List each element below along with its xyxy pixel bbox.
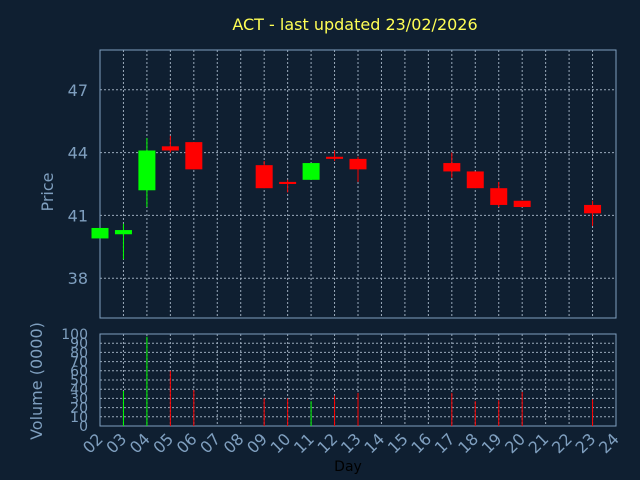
volume-tick-label: 10 [70, 410, 88, 426]
candle-body [279, 181, 297, 184]
candle-19 [490, 181, 508, 208]
candle-02 [91, 227, 109, 239]
candle-body [161, 146, 179, 151]
candle-body [466, 171, 484, 189]
price-plot-frame [99, 49, 617, 319]
candle-body [443, 163, 461, 172]
candle-05 [161, 135, 179, 153]
volume-tick-label: 90 [70, 336, 88, 352]
candle-11 [302, 163, 320, 180]
candle-body [302, 163, 320, 180]
price-tick-label: 41 [68, 206, 88, 225]
volume-tick-label: 0 [79, 419, 88, 435]
volume-tick-label: 30 [70, 391, 88, 407]
candle-body [185, 142, 203, 170]
candle-body [513, 200, 531, 208]
price-axis-label: Price [38, 172, 57, 211]
volume-tick-label: 60 [70, 364, 88, 380]
candle-12 [326, 150, 344, 161]
candle-20 [513, 200, 531, 208]
candle-03 [114, 223, 132, 260]
volume-tick-label: 50 [70, 373, 88, 389]
x-axis-label: Day [334, 459, 362, 475]
volume-tick-label: 70 [70, 355, 88, 371]
candle-body [138, 150, 156, 191]
candle-13 [349, 156, 367, 182]
candle-body [91, 227, 109, 239]
volume-axis-label: Volume (0000) [27, 322, 46, 440]
price-panel: 38 41 44 47 [68, 49, 617, 319]
candle-04 [138, 137, 156, 208]
price-tick-label: 44 [68, 144, 88, 163]
volume-tick-label: 100 [61, 327, 88, 343]
candle-06 [185, 142, 203, 170]
candle-23 [584, 200, 602, 226]
price-tick-label: 38 [68, 269, 88, 288]
candle-body [255, 165, 273, 189]
candle-17 [443, 152, 461, 178]
candle-body [584, 204, 602, 214]
candle-09 [255, 160, 273, 189]
candle-body [326, 156, 344, 159]
candle-body [490, 188, 508, 205]
price-tick-label: 47 [68, 81, 88, 100]
candle-10 [279, 179, 297, 193]
volume-tick-label: 40 [70, 382, 88, 398]
candle-body [349, 158, 367, 170]
volume-tick-label: 80 [70, 345, 88, 361]
candle-body [114, 230, 132, 235]
chart-title: ACT - last updated 23/02/2026 [232, 15, 477, 34]
volume-tick-label: 20 [70, 401, 88, 417]
candle-18 [466, 171, 484, 189]
